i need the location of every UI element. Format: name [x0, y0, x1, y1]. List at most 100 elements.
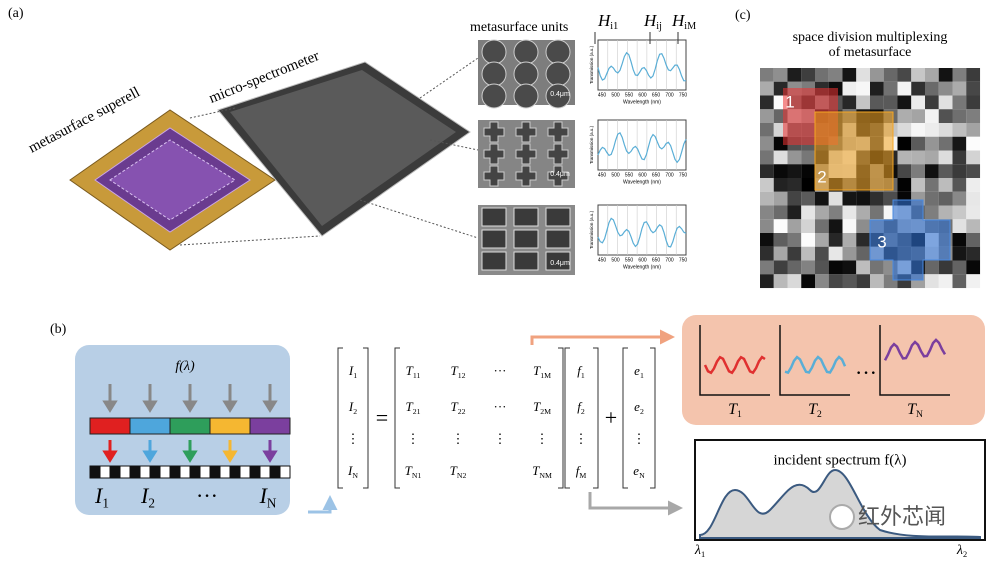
- pixel: [760, 164, 774, 179]
- matrix-entry-base: T: [533, 399, 541, 414]
- matrix-entry-sub: 12: [458, 371, 466, 380]
- matrix-entry: ⋮: [536, 431, 549, 446]
- sem-hole: [481, 61, 507, 87]
- matrix-entry-sub: 21: [413, 407, 421, 416]
- pixel: [801, 191, 816, 206]
- pixel: [815, 246, 829, 261]
- matrix-entry-sub: 1M: [540, 371, 551, 380]
- region-3: [869, 199, 951, 281]
- vector-entry-sub: 2: [353, 407, 357, 416]
- pixel: [773, 205, 788, 220]
- sem-cross: [515, 165, 537, 187]
- detector-label-base: I: [94, 483, 104, 508]
- mini-tick: 500: [611, 172, 620, 178]
- bracket: [564, 347, 570, 489]
- panel-c-title: space division multiplexing: [793, 30, 948, 45]
- h-label-base: H: [643, 11, 658, 30]
- mini-tick: 600: [638, 257, 647, 263]
- vector-entry-sub: 1: [581, 371, 585, 380]
- pixel: [925, 274, 939, 289]
- pixel: [787, 219, 802, 234]
- pixel: [952, 68, 967, 82]
- filtered-arrow: [102, 440, 118, 463]
- pixel: [787, 164, 802, 179]
- matrix-entry-base: T: [450, 463, 458, 478]
- vector-entry-base: f: [576, 463, 582, 478]
- matrix-entry: TNM: [532, 463, 552, 480]
- pixel: [952, 136, 967, 151]
- sem-cross: [483, 165, 505, 187]
- axis-label-sub: 2: [963, 550, 967, 559]
- panel-label: (a): [8, 6, 24, 21]
- matrix-entry-sub: N2: [457, 471, 467, 480]
- pixel: [801, 164, 816, 179]
- pixel: [773, 68, 788, 82]
- detector-label-base: I: [140, 483, 150, 508]
- pixel: [966, 205, 981, 220]
- pixel: [952, 178, 967, 192]
- vector-entry: e2: [634, 399, 644, 416]
- mini-tick: 700: [665, 172, 674, 178]
- detector: [179, 465, 191, 479]
- vector-entry: IN: [347, 463, 358, 480]
- vector-entry: eN: [633, 463, 645, 480]
- pixel: [870, 68, 884, 82]
- vector-entry: ⋮: [575, 431, 588, 446]
- sem-cross: [547, 143, 569, 165]
- pixel: [938, 81, 953, 96]
- arrow: [530, 329, 675, 345]
- pixel: [801, 205, 816, 220]
- function-label: f(λ): [175, 359, 195, 374]
- pixel: [925, 81, 939, 96]
- mini-tick: 750: [679, 257, 688, 263]
- sem-square: [481, 229, 507, 249]
- pixel: [938, 95, 953, 110]
- spectrum-curve: [699, 468, 981, 539]
- sem-hole: [545, 83, 571, 109]
- pixel: [828, 233, 843, 247]
- matrix-entry: ⋮: [494, 431, 507, 446]
- mini-tick: 550: [625, 257, 634, 263]
- pixel: [856, 233, 871, 247]
- detector: [129, 465, 141, 479]
- sem-square: [481, 207, 507, 227]
- detector: [149, 465, 161, 479]
- transmission-label-base: T: [907, 401, 917, 418]
- pixel: [938, 164, 953, 179]
- sem-cross: [547, 165, 569, 187]
- zoom-lines: [179, 57, 479, 246]
- pixel: [856, 191, 871, 206]
- incoming-arrow: [102, 384, 118, 413]
- pixel: [828, 191, 843, 206]
- pixel: [815, 68, 829, 82]
- detector-label: IN: [259, 483, 277, 511]
- mini-tick: 600: [638, 172, 647, 178]
- h-label-base: H: [671, 11, 686, 30]
- vector-entry-base: f: [577, 399, 583, 414]
- sem-square: [481, 251, 507, 271]
- pixel: [925, 150, 939, 165]
- detector: [279, 465, 291, 479]
- pixel: [760, 123, 774, 137]
- pixel: [870, 260, 884, 275]
- sem-hole: [545, 61, 571, 87]
- pixel: [760, 260, 774, 275]
- detector: [259, 465, 271, 479]
- pixel: [966, 178, 981, 192]
- transmission-label-sub: N: [916, 409, 923, 420]
- sem-square: [545, 229, 571, 249]
- region-2: [814, 111, 894, 191]
- pixel: [966, 81, 981, 96]
- pixel: [801, 274, 816, 289]
- detector: [99, 465, 111, 479]
- pixel: [897, 109, 912, 124]
- pixel: [966, 150, 981, 165]
- matrix-entry-sub: 11: [413, 371, 421, 380]
- vector-entry-sub: 1: [640, 371, 644, 380]
- bracket: [394, 347, 400, 489]
- pixel: [801, 233, 816, 247]
- mini-tick: 650: [652, 172, 661, 178]
- pixel: [911, 178, 926, 192]
- pixel: [911, 150, 926, 165]
- pixel: [938, 123, 953, 137]
